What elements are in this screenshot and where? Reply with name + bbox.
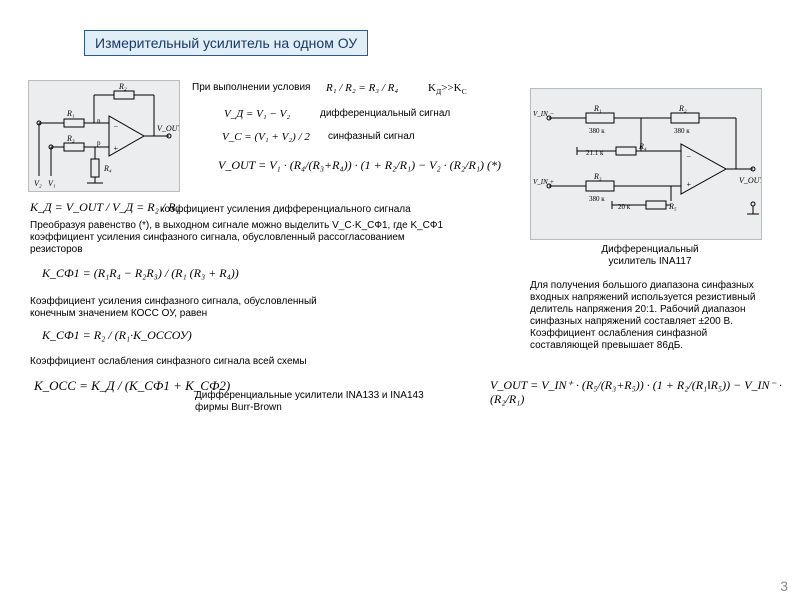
diag2-r1: R₁ xyxy=(593,104,602,113)
vc-label: синфазный сигнал xyxy=(328,131,415,143)
diag2-r5: R₅ xyxy=(668,202,677,211)
diag1-p: p xyxy=(97,139,101,147)
kcf1-label: Коэффициент усиления синфазного сигнала,… xyxy=(30,296,360,320)
condition-label: При выполнении условия xyxy=(192,82,310,94)
diagram2-caption: Дифференциальный усилитель INA117 xyxy=(580,244,720,268)
diagram-ina117: − + R₁ 380 к R₂ 380 к V_OUT R₄ 21.1 к xyxy=(530,88,762,240)
right-paragraph: Для получения большого диапазона синфазн… xyxy=(530,280,770,352)
diag1-r2: R₂ xyxy=(118,82,127,91)
paragraph-1: Преобразуя равенство (*), в выходном сиг… xyxy=(30,220,450,256)
vd-label: дифференциальный сигнал xyxy=(320,108,450,120)
diag1-vout: V_OUT xyxy=(157,124,179,133)
kocc-label: Коэффициент ослабления синфазного сигнал… xyxy=(30,356,360,368)
diag2-r4v: 21.1 к xyxy=(586,149,604,157)
svg-text:−: − xyxy=(113,122,118,131)
footer-note: Дифференциальные усилители INA133 и INA1… xyxy=(195,390,425,414)
kcf1-equation: K_СФ1 = (R₁R₄ − R₂R₃) / (R₁ (R₃ + R₄)) xyxy=(42,266,239,280)
diag1-r1: R₁ xyxy=(66,109,75,118)
diag2-r2: R₂ xyxy=(678,104,687,113)
diag2-vout: V_OUT xyxy=(739,176,761,185)
diag2-r2v: 380 к xyxy=(674,127,690,135)
diag1-n: n xyxy=(97,117,101,125)
diag1-v1: V₁ xyxy=(48,179,56,188)
diagram-opamp-basic: − + R₁ R₂ R₃ R₄ xyxy=(28,80,180,192)
svg-text:+: + xyxy=(686,180,691,189)
vd-equation: V_Д = V₁ − V₂ xyxy=(224,108,290,121)
condition-ratio: R₁ / R₂ = R₃ / R₄ xyxy=(326,82,398,95)
kd-label: коэффициент усиления дифференциального с… xyxy=(160,204,411,216)
svg-text:+: + xyxy=(113,144,118,153)
diag2-r5v: 20 к xyxy=(618,203,631,211)
diag2-r3: R₃ xyxy=(593,172,602,181)
diag2-r1v: 380 к xyxy=(589,127,605,135)
diag1-v2: V₂ xyxy=(34,179,42,188)
page-title: Измерительный усилитель на одном ОУ xyxy=(84,30,368,56)
svg-text:−: − xyxy=(686,152,691,161)
diag2-r4: R₄ xyxy=(638,142,647,151)
diag1-r3: R₃ xyxy=(66,134,75,143)
vc-equation: V_С = (V₁ + V₂) / 2 xyxy=(222,131,310,144)
right-equation: V_OUT = V_IN⁺ · (R₅/(R₃+R₅)) · (1 + R₂/(… xyxy=(490,378,790,407)
vout-equation: V_OUT = V₁ · (R₄/(R₃+R₄)) · (1 + R₂/R₁) … xyxy=(218,158,501,172)
condition-k: KД>>KС xyxy=(428,82,467,96)
diag2-r3v: 380 к xyxy=(589,195,605,203)
diag1-r4: R₄ xyxy=(103,164,112,173)
kcf1-eq2: K_СФ1 = R₂ / (R₁·K_ОССОУ) xyxy=(42,328,192,342)
diag2-vinm: V_IN − xyxy=(533,110,555,118)
kd-equation: K_Д = V_OUT / V_Д = R₂ / R₁ xyxy=(30,200,180,214)
page-number: 3 xyxy=(780,578,788,594)
diag2-vinp: V_IN + xyxy=(533,178,555,186)
